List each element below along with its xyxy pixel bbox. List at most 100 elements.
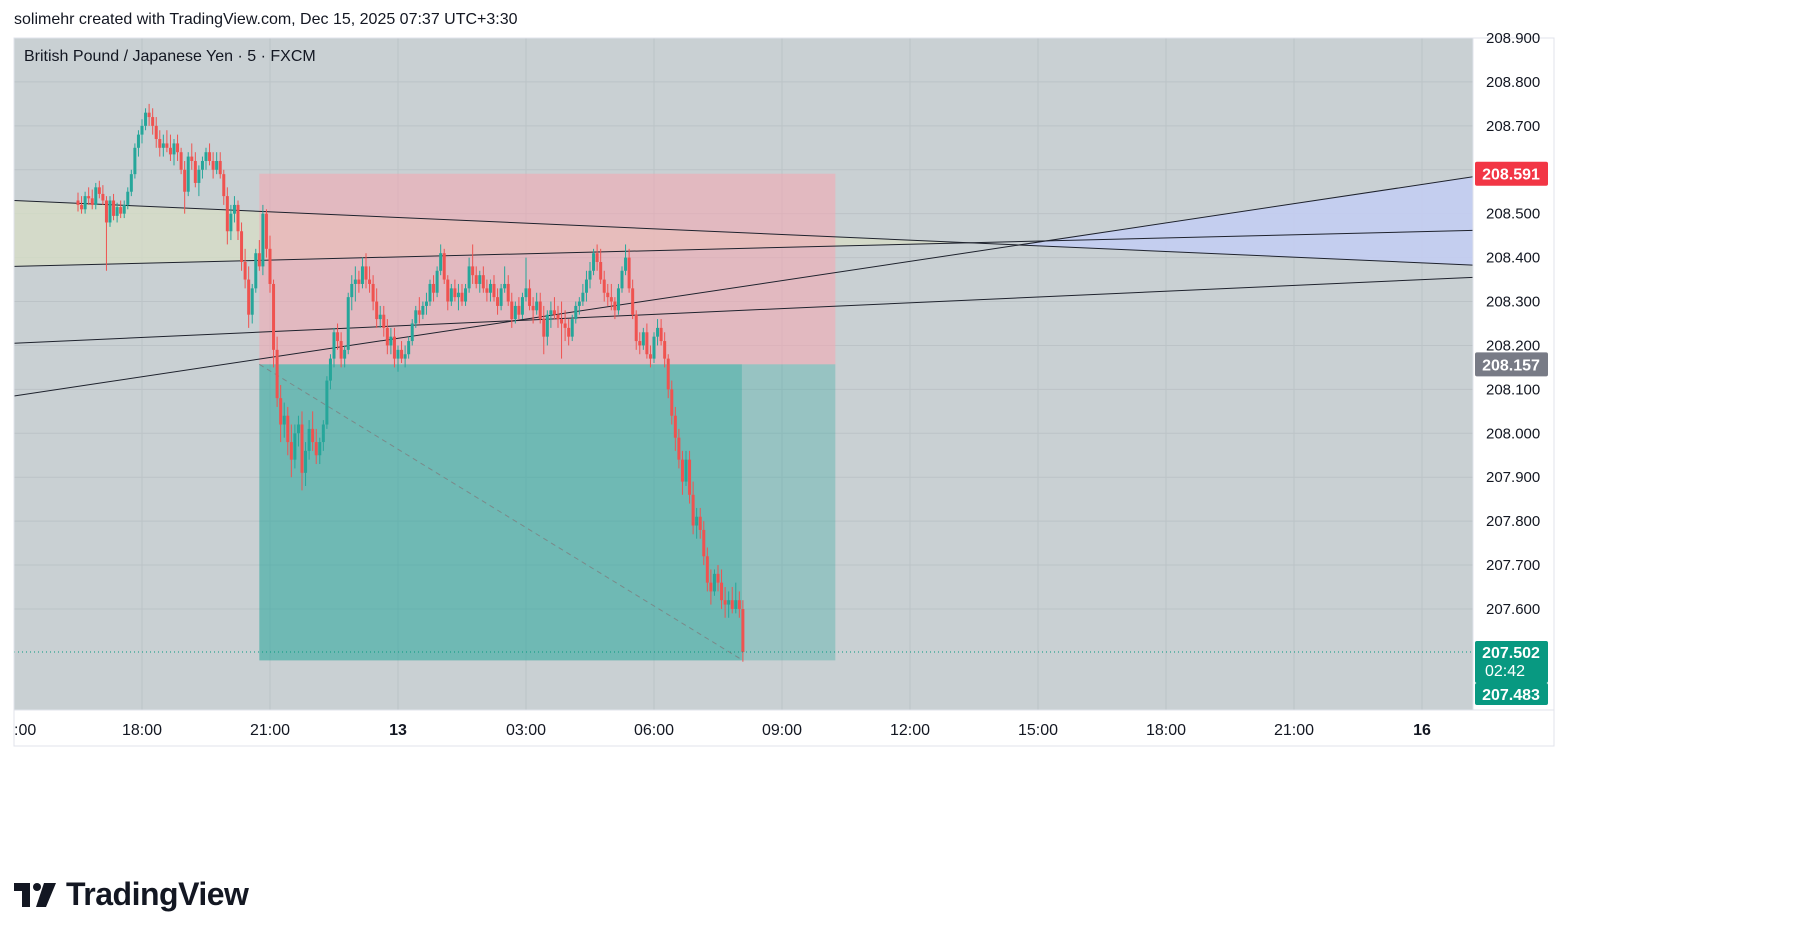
candle-body xyxy=(364,266,368,280)
candle-body xyxy=(414,310,418,324)
candle-body xyxy=(232,204,236,214)
candle-body xyxy=(641,332,645,346)
candle-body xyxy=(172,143,176,155)
candle-body xyxy=(723,600,727,605)
price-tick-label: 208.800 xyxy=(1486,74,1540,91)
candle-body xyxy=(165,143,169,148)
candle-body xyxy=(158,139,162,148)
candle-body xyxy=(346,297,350,350)
candle-body xyxy=(151,117,155,126)
position-path-line xyxy=(259,363,744,661)
candle-body xyxy=(620,270,624,289)
candle-body xyxy=(410,323,414,342)
candle-body xyxy=(549,310,553,315)
time-tick-label: 12:00 xyxy=(890,722,930,739)
candle-body xyxy=(343,349,347,359)
price-tick-label: 207.900 xyxy=(1486,469,1540,486)
candle-body xyxy=(656,327,660,337)
candle-body xyxy=(720,582,724,601)
candle-body xyxy=(684,459,688,482)
symbol-title[interactable]: British Pound / Japanese Yen · 5 · FXCM xyxy=(24,48,316,65)
price-tick-label: 208.000 xyxy=(1486,425,1540,442)
candle-body xyxy=(716,573,720,583)
candle-body xyxy=(314,442,318,456)
candle-body xyxy=(737,600,741,609)
candle-body xyxy=(648,354,652,359)
candle-body xyxy=(119,207,123,214)
entry-price-badge: 208.157 xyxy=(1475,352,1548,377)
candle-body xyxy=(275,349,279,399)
candle-body xyxy=(222,174,226,197)
price-tick-label: 208.300 xyxy=(1486,294,1540,311)
chart-caption: solimehr created with TradingView.com, D… xyxy=(14,11,518,28)
candle-body xyxy=(503,283,507,289)
candle-body xyxy=(567,327,571,337)
candle-body xyxy=(140,125,144,135)
candle-body xyxy=(108,200,112,223)
candle-body xyxy=(208,152,212,161)
candle-body xyxy=(218,160,222,175)
time-tick-label: 21:00 xyxy=(1274,722,1314,739)
candle-body xyxy=(87,196,91,199)
candle-body xyxy=(247,279,251,315)
candle-body xyxy=(279,398,283,425)
candle-body xyxy=(556,314,560,320)
candle-body xyxy=(510,301,514,320)
candle-body xyxy=(282,415,286,425)
candle-body xyxy=(446,279,450,302)
candle-body xyxy=(467,266,471,289)
candle-body xyxy=(417,310,421,315)
candle-body xyxy=(581,292,585,302)
candle-body xyxy=(460,292,464,302)
price-tick-label: 208.200 xyxy=(1486,337,1540,354)
candle-body xyxy=(336,332,340,342)
candle-body xyxy=(211,160,215,170)
candle-body xyxy=(225,196,229,232)
candle-body xyxy=(286,415,290,443)
candle-body xyxy=(560,319,564,324)
candle-body xyxy=(325,380,329,425)
candle-body xyxy=(371,283,375,302)
price-tick-label: 208.900 xyxy=(1486,30,1540,47)
candle-body xyxy=(304,450,308,473)
candle-body xyxy=(602,279,606,293)
target-price-label: 207.483 xyxy=(1482,687,1540,704)
candle-body xyxy=(496,297,500,306)
candle-body xyxy=(577,301,581,306)
candle-body xyxy=(428,283,432,302)
candle-body xyxy=(268,248,272,284)
candle-body xyxy=(289,442,293,460)
trend-line-3 xyxy=(13,176,1474,397)
candle-body xyxy=(392,336,396,359)
candle-body xyxy=(627,257,631,289)
candle-body xyxy=(485,288,489,293)
candle-body xyxy=(97,187,101,194)
candle-body xyxy=(300,424,304,473)
candle-body xyxy=(609,297,613,302)
candle-body xyxy=(702,529,706,557)
candle-body xyxy=(478,275,482,284)
candle-body xyxy=(186,156,190,192)
candle-body xyxy=(552,310,556,315)
time-tick-label: 03:00 xyxy=(506,722,546,739)
candle-body xyxy=(424,301,428,306)
candle-body xyxy=(101,193,105,201)
candle-body xyxy=(264,213,268,249)
time-axis[interactable]: :00 18:00 21:00 13 03:00 06:00 09:00 12:00 15:00… xyxy=(14,722,1431,739)
candles xyxy=(76,103,745,662)
tradingview-logo[interactable]: TradingView xyxy=(14,876,249,913)
candle-body xyxy=(112,200,116,216)
candle-body xyxy=(183,169,187,192)
trendlines[interactable] xyxy=(13,176,1474,397)
stop-price-badge: 208.591 xyxy=(1475,161,1548,186)
candle-body xyxy=(449,288,453,302)
candle-body xyxy=(80,204,84,210)
candle-body xyxy=(680,459,684,482)
candle-body xyxy=(200,160,204,170)
time-tick-label: 15:00 xyxy=(1018,722,1058,739)
price-tick-label: 207.700 xyxy=(1486,557,1540,574)
candle-body xyxy=(545,314,549,337)
time-tick-label: :00 xyxy=(14,722,36,739)
candle-body xyxy=(709,582,713,592)
